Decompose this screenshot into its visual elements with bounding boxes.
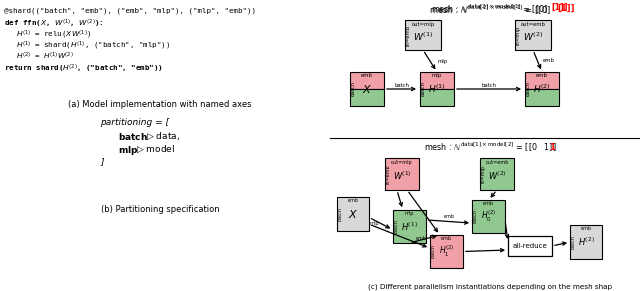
Text: (a) Model implementation with named axes: (a) Model implementation with named axes: [68, 100, 252, 109]
Text: emb: emb: [483, 201, 494, 206]
Text: (b) Partitioning specification: (b) Partitioning specification: [100, 205, 220, 214]
Text: mesh : $\mathbb{N}^{\mathrm{data[2]\times model[1]}}$ = [[0]: mesh : $\mathbb{N}^{\mathrm{data[2]\time…: [429, 4, 552, 17]
Text: partitioning = [: partitioning = [: [100, 118, 169, 127]
Text: batch: batch: [351, 81, 355, 97]
Bar: [337, 197, 369, 231]
Text: $\mathbf{mlp}$: $\mathbf{mlp}$: [118, 144, 138, 157]
Bar: [420, 72, 454, 89]
Bar: [525, 72, 559, 89]
Text: @shard(("batch", "emb"), ("emb", "mlp"), ("mlp", "emb")): @shard(("batch", "emb"), ("emb", "mlp"),…: [4, 7, 256, 13]
Text: $H^{(1)}$: $H^{(1)}$: [428, 83, 446, 95]
Text: mlp: mlp: [405, 211, 414, 216]
Bar: [570, 225, 602, 259]
Text: $W^{(2)}$: $W^{(2)}$: [488, 170, 506, 182]
Text: ]: ]: [100, 157, 104, 166]
Bar: [393, 210, 426, 243]
Text: [1]]: [1]]: [552, 3, 568, 12]
Bar: [350, 72, 384, 89]
Text: $H^{(1)}$: $H^{(1)}$: [401, 220, 418, 233]
Text: emb: emb: [361, 73, 373, 78]
Bar: [508, 236, 552, 256]
Text: $H_1^{(2)}$: $H_1^{(2)}$: [439, 244, 454, 259]
Text: emb: emb: [543, 58, 555, 63]
Text: mlp: mlp: [438, 58, 448, 63]
Text: mlp: mlp: [370, 221, 379, 226]
Text: batch: batch: [337, 207, 342, 221]
Text: batch: batch: [525, 81, 531, 97]
Text: emb: emb: [348, 198, 358, 203]
Text: batch: batch: [394, 83, 410, 88]
Text: batch: batch: [482, 83, 497, 88]
Text: batch: batch: [420, 81, 426, 97]
Text: $\mathbf{batch}$: $\mathbf{batch}$: [118, 131, 148, 142]
Text: (c) Different parallelism instantiations depending on the mesh shap: (c) Different parallelism instantiations…: [368, 283, 612, 290]
Text: $X$: $X$: [362, 83, 372, 95]
Text: emb: emb: [536, 73, 548, 78]
Text: $H^{(2)}$: $H^{(2)}$: [577, 236, 595, 248]
Text: $\triangleright$ model: $\triangleright$ model: [136, 144, 175, 155]
Text: $W^{(1)}$: $W^{(1)}$: [413, 31, 433, 43]
Text: $H^{(2)}$: $H^{(2)}$: [533, 83, 551, 95]
Text: $H^{(2)}$ = $H^{(1)}W^{(2)}$: $H^{(2)}$ = $H^{(1)}W^{(2)}$: [16, 51, 74, 62]
Bar: [385, 158, 419, 190]
Text: $H^{(1)}$ = shard($H^{(1)}$, ("batch", "mlp")): $H^{(1)}$ = shard($H^{(1)}$, ("batch", "…: [16, 40, 170, 52]
Text: $\triangleright$ data,: $\triangleright$ data,: [146, 131, 180, 142]
Text: in=emb: in=emb: [385, 164, 390, 184]
Text: $\mathbf{1}$: $\mathbf{1}$: [549, 141, 557, 152]
Text: out=mlp: out=mlp: [412, 22, 435, 27]
Text: out=mlp: out=mlp: [391, 160, 413, 165]
Text: in=mlp: in=mlp: [481, 165, 486, 183]
Text: emb: emb: [580, 226, 591, 231]
Text: in=emb: in=emb: [406, 24, 410, 46]
Text: emb: emb: [416, 237, 427, 242]
Text: $W^{(1)}$: $W^{(1)}$: [392, 170, 412, 182]
Text: mlp: mlp: [432, 73, 442, 78]
Bar: [480, 158, 514, 190]
Text: $W^{(2)}$: $W^{(2)}$: [523, 31, 543, 43]
Text: $H^{(1)}$ = relu($XW^{(1)}$): $H^{(1)}$ = relu($XW^{(1)}$): [16, 29, 92, 41]
Text: out=emb: out=emb: [520, 22, 545, 27]
Bar: [350, 89, 384, 106]
Text: out=emb: out=emb: [485, 160, 509, 165]
Text: mesh : $\mathbb{N}^{\mathrm{data[2]\times model[1]}}$ = [[0]: mesh : $\mathbb{N}^{\mathrm{data[2]\time…: [431, 3, 548, 16]
Bar: [515, 20, 551, 50]
Text: batch: batch: [394, 220, 399, 233]
Bar: [420, 89, 454, 106]
Text: def ffn($X$, $W^{(1)}$, $W^{(2)}$):: def ffn($X$, $W^{(1)}$, $W^{(2)}$):: [4, 18, 104, 30]
Text: emb: emb: [444, 214, 454, 219]
Text: $X$: $X$: [348, 208, 358, 220]
Text: mesh : $\mathbb{N}^{\mathrm{data[1]\times model[2]}}$ = [[0   1]]: mesh : $\mathbb{N}^{\mathrm{data[1]\time…: [424, 141, 556, 154]
Bar: [525, 89, 559, 106]
Text: in=mlp: in=mlp: [515, 25, 520, 45]
Bar: [405, 20, 441, 50]
Text: batch: batch: [431, 244, 435, 258]
Text: batch: batch: [570, 235, 575, 249]
Bar: [430, 235, 463, 268]
Text: emb: emb: [441, 236, 452, 241]
Text: batch: batch: [472, 210, 477, 223]
Text: [1]]: [1]]: [557, 4, 575, 13]
Text: return shard($H^{(2)}$, ("batch", "emb")): return shard($H^{(2)}$, ("batch", "emb")…: [4, 63, 163, 75]
Text: $H_0^{(2)}$: $H_0^{(2)}$: [481, 209, 496, 224]
Text: all-reduce: all-reduce: [513, 243, 547, 249]
Bar: [472, 200, 505, 233]
